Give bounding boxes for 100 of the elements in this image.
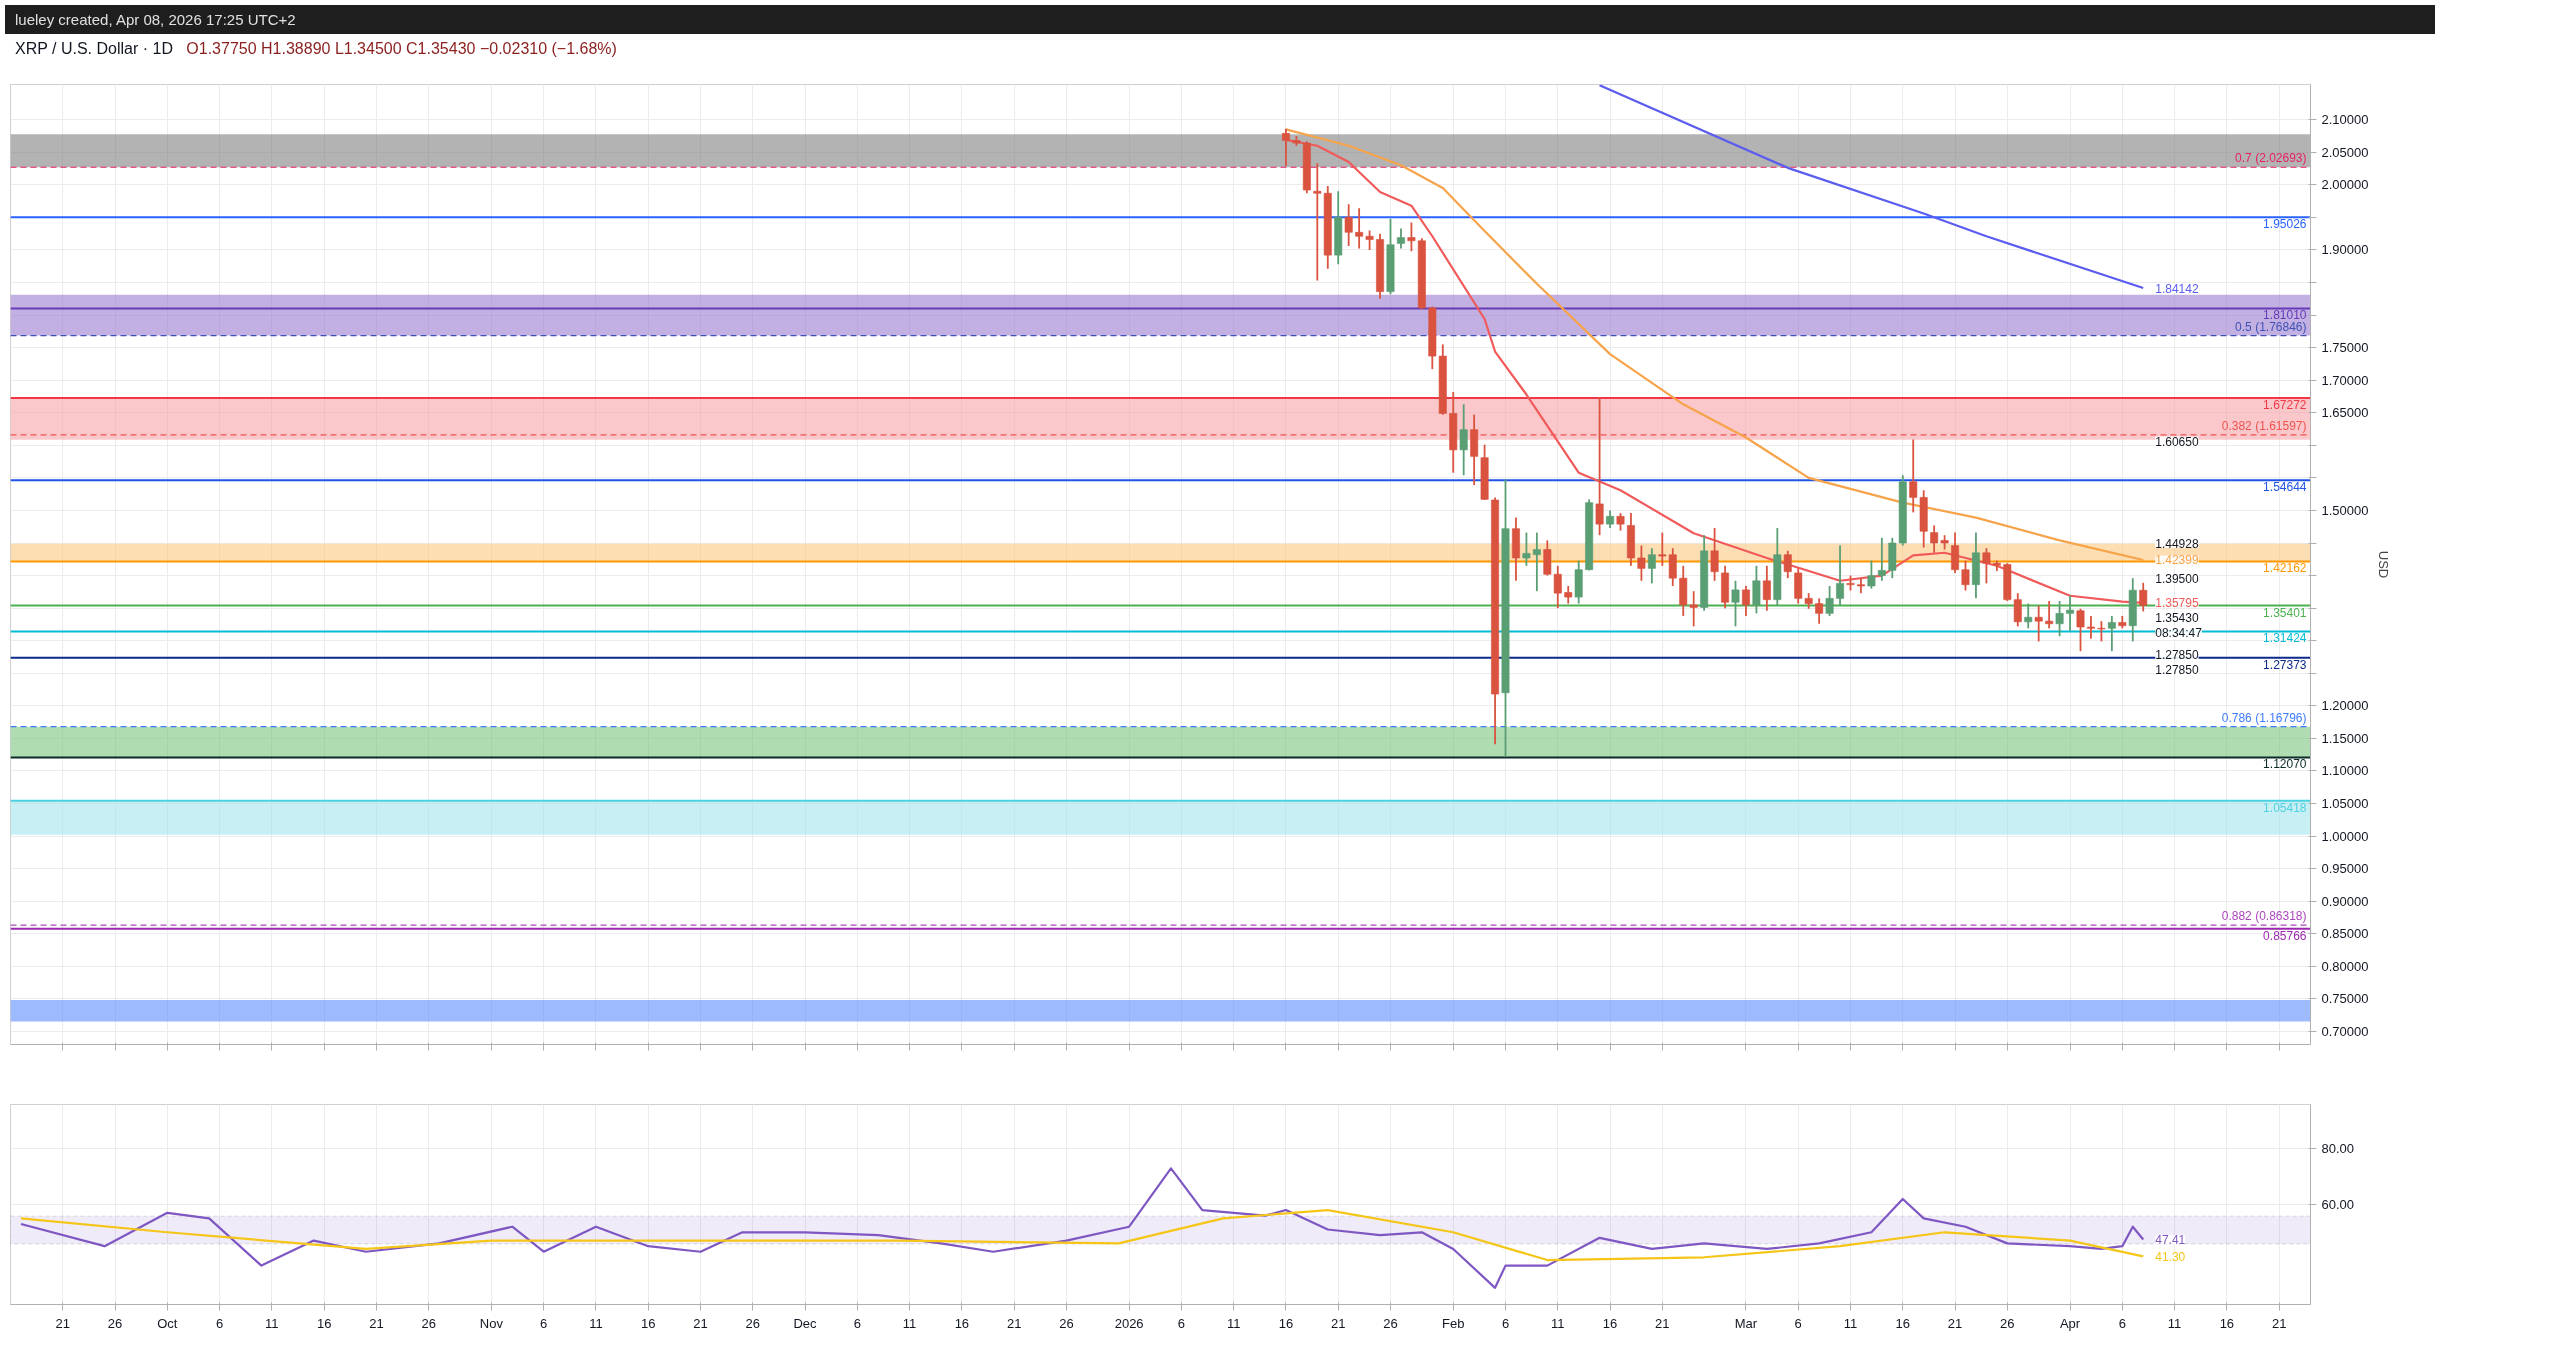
x-tick-label: 16 bbox=[641, 1315, 656, 1331]
y-tick-label: 0.80000 bbox=[2321, 958, 2369, 974]
y-tick-label: 1.70000 bbox=[2321, 372, 2369, 388]
candlestick bbox=[1313, 162, 1322, 282]
x-tick-label: 11 bbox=[589, 1315, 603, 1331]
line-series bbox=[19, 1167, 2145, 1289]
candlestick bbox=[2087, 615, 2095, 640]
candlestick bbox=[1836, 544, 1844, 607]
candlestick bbox=[1909, 438, 1918, 514]
x-tick-label: 21 bbox=[369, 1315, 384, 1331]
ref-line-label: 1.12070 bbox=[2263, 757, 2307, 772]
text: lueley created, Apr 08, 2026 17:25 UTC+2 bbox=[5, 5, 2435, 35]
candlestick bbox=[1355, 207, 1364, 250]
ref-line-label: 1.35401 bbox=[2263, 605, 2307, 620]
annotation: 1.27850 bbox=[2155, 663, 2199, 678]
x-tick-label: 11 bbox=[1843, 1315, 1858, 1331]
y-tick-label: 2.10000 bbox=[2321, 112, 2369, 128]
x-tick-label: 16 bbox=[1895, 1315, 1911, 1331]
data-label: 1.84142 bbox=[2155, 281, 2199, 296]
candlestick bbox=[1647, 547, 1656, 585]
x-tick-label: 11 bbox=[265, 1315, 279, 1331]
y-tick-label: 1.20000 bbox=[2321, 698, 2369, 714]
ref-line-label: 0.7 (2.02693) bbox=[2235, 151, 2307, 166]
y-tick-label: 2.05000 bbox=[2321, 144, 2369, 160]
y-tick-label: 0.75000 bbox=[2321, 991, 2369, 1007]
candlestick bbox=[2107, 615, 2116, 653]
line-series bbox=[1598, 84, 2145, 290]
candlestick bbox=[1407, 221, 1416, 253]
x-tick-label: Feb bbox=[1442, 1315, 1465, 1331]
x-tick-label: Oct bbox=[157, 1315, 178, 1331]
ref-line-label: 1.27373 bbox=[2263, 657, 2307, 672]
x-tick-label: 11 bbox=[2167, 1315, 2182, 1331]
ref-line-label: 0.882 (0.86318) bbox=[2221, 909, 2307, 924]
candlestick bbox=[1825, 585, 1834, 617]
candlestick bbox=[1961, 559, 1970, 592]
candlestick bbox=[2097, 620, 2106, 643]
chart-subtitle: O1.37750 H1.38890 L1.34500 C1.35430 −0.02310 (−1.68%) bbox=[186, 40, 617, 58]
x-tick-label: Dec bbox=[793, 1315, 818, 1331]
candlestick bbox=[1365, 229, 1374, 251]
candlestick bbox=[2045, 600, 2054, 630]
candlestick bbox=[1459, 403, 1468, 477]
x-tick-label: 6 bbox=[540, 1315, 548, 1331]
candlestick bbox=[1762, 564, 1771, 612]
data-label: 1.42399 bbox=[2155, 553, 2199, 568]
candlestick bbox=[2055, 600, 2064, 638]
annotation: 1.60650 bbox=[2155, 434, 2199, 449]
ref-line-label: 1.42162 bbox=[2263, 561, 2307, 576]
candlestick bbox=[2024, 602, 2033, 630]
candlestick bbox=[1522, 531, 1531, 567]
ref-line-label: 1.05418 bbox=[2263, 800, 2307, 815]
y-tick-label: 1.65000 bbox=[2321, 405, 2369, 421]
y-tick-label: 0.85000 bbox=[2321, 926, 2369, 942]
ref-line-label: 1.31424 bbox=[2263, 631, 2307, 646]
x-tick-label: 6 bbox=[215, 1315, 224, 1331]
y-tick-label: 0.70000 bbox=[2321, 1023, 2369, 1039]
y-tick-label: 0.90000 bbox=[2321, 893, 2369, 909]
candlestick bbox=[1282, 127, 1290, 167]
candlestick bbox=[2139, 581, 2148, 613]
candlestick bbox=[1930, 524, 1939, 554]
x-tick-label: 11 bbox=[1226, 1315, 1241, 1331]
x-tick-label: 11 bbox=[1551, 1315, 1565, 1331]
x-tick-label: 16 bbox=[1602, 1315, 1618, 1331]
candlestick bbox=[1553, 564, 1562, 610]
x-tick-label: 21 bbox=[1331, 1315, 1346, 1331]
x-tick-label: Apr bbox=[2059, 1315, 2081, 1331]
line-series bbox=[19, 1208, 2145, 1262]
x-tick-label: 26 bbox=[1059, 1315, 1074, 1331]
x-tick-label: 26 bbox=[2000, 1315, 2015, 1331]
y-tick-label: 2.00000 bbox=[2321, 177, 2369, 193]
data-label: 41.30 bbox=[2155, 1249, 2186, 1264]
x-tick-label: 16 bbox=[316, 1315, 332, 1331]
annotation: 1.39500 bbox=[2155, 572, 2199, 587]
x-tick-label: 21 bbox=[693, 1315, 708, 1331]
x-tick-label: 2026 bbox=[1114, 1315, 1144, 1331]
x-tick-label: 6 bbox=[2118, 1315, 2126, 1331]
candlestick bbox=[1815, 597, 1824, 625]
x-tick-label: 21 bbox=[1655, 1315, 1670, 1331]
x-tick-label: 6 bbox=[1177, 1315, 1186, 1331]
x-tick-label: 21 bbox=[55, 1315, 71, 1331]
candlestick bbox=[1982, 547, 1991, 585]
x-tick-label: 16 bbox=[1278, 1315, 1294, 1331]
x-tick-label: 26 bbox=[1383, 1315, 1398, 1331]
annotation: 1.35430 bbox=[2155, 611, 2199, 626]
candlestick bbox=[1710, 527, 1719, 582]
y-tick-label: 1.00000 bbox=[2321, 828, 2369, 844]
y-tick-label: 1.15000 bbox=[2321, 730, 2369, 746]
ref-line-label: 1.67272 bbox=[2263, 397, 2307, 412]
x-tick-label: 26 bbox=[107, 1315, 123, 1331]
candlestick bbox=[1532, 531, 1541, 593]
x-tick-label: Mar bbox=[1734, 1315, 1758, 1331]
candlestick bbox=[1877, 536, 1886, 582]
x-tick-label: 16 bbox=[2219, 1315, 2235, 1331]
candlestick bbox=[2076, 607, 2085, 653]
candlestick bbox=[2066, 594, 2074, 632]
x-tick-label: Nov bbox=[479, 1315, 504, 1331]
data-label: 47.41 bbox=[2155, 1232, 2186, 1247]
y-tick-label: 1.90000 bbox=[2321, 242, 2369, 258]
data-label: 1.35795 bbox=[2155, 596, 2199, 611]
y-tick-label: 0.95000 bbox=[2321, 861, 2369, 877]
annotation: 08:34:47 bbox=[2155, 625, 2203, 640]
